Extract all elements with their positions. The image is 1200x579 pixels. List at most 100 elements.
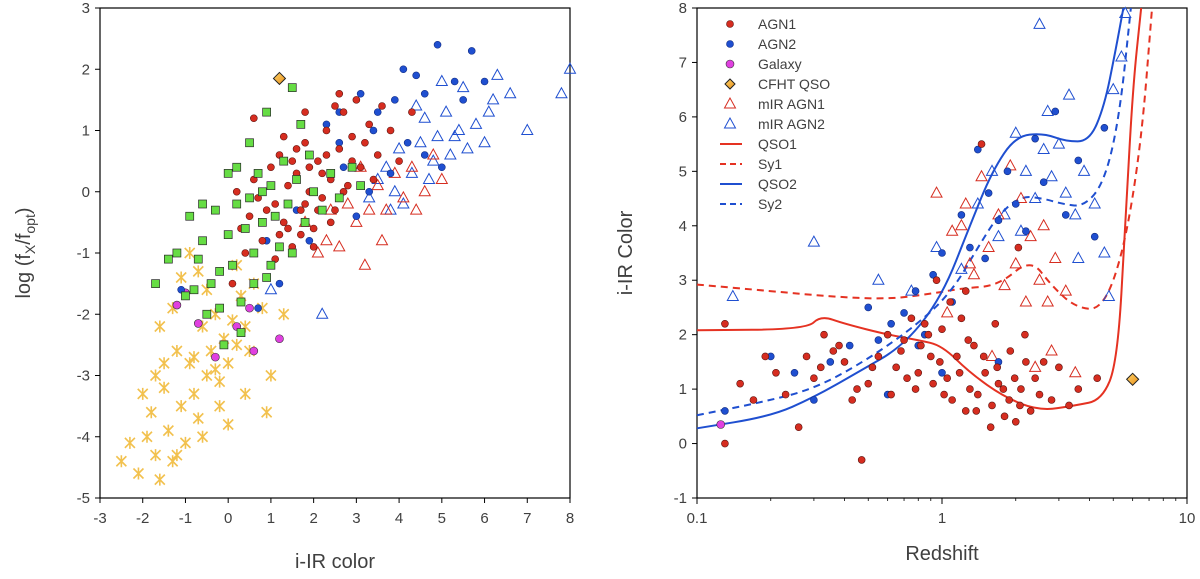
left-x-tick-label: 1 bbox=[267, 510, 275, 527]
left-point-stars bbox=[115, 455, 127, 468]
left-point-stars bbox=[171, 345, 183, 357]
left-point-stars bbox=[175, 400, 187, 413]
right-point-agn2 bbox=[1100, 123, 1109, 132]
left-point-mir-agn2 bbox=[469, 117, 483, 129]
left-point-mir-agn1 bbox=[435, 172, 449, 184]
left-point-green-squares bbox=[232, 162, 242, 172]
left-x-tick-label: -1 bbox=[179, 510, 192, 527]
right-point-agn2 bbox=[957, 211, 966, 219]
right-point-agn1 bbox=[929, 379, 937, 388]
left-chart: -5 -4 -3 -2 -1 0 1 2 3 -3 -2 -1 0 1 2 3 4 5 6 7 8 i-IR colo… bbox=[13, 0, 577, 573]
left-point-mir-agn2 bbox=[426, 154, 440, 166]
left-point-mir-agn1 bbox=[379, 203, 393, 215]
left-point-mir-agn2 bbox=[388, 184, 402, 197]
left-point-stars bbox=[214, 400, 226, 413]
left-y-tick-label: -3 bbox=[77, 368, 90, 385]
right-point-agn1 bbox=[977, 140, 986, 148]
left-point-cfht-qso bbox=[272, 71, 287, 86]
left-point-mir-agn2 bbox=[482, 105, 496, 117]
left-point-green-squares bbox=[287, 248, 297, 258]
left-point-green-squares bbox=[189, 285, 199, 295]
left-point-mir-agn1 bbox=[375, 233, 389, 246]
right-point-agn1 bbox=[946, 298, 954, 306]
left-point-green-squares bbox=[236, 297, 246, 307]
left-point-agn1 bbox=[309, 243, 318, 251]
left-point-stars bbox=[154, 473, 166, 486]
right-point-agn1 bbox=[926, 352, 935, 361]
right-point-agn1 bbox=[993, 363, 1002, 372]
right-point-agn2 bbox=[966, 243, 974, 252]
right-point-agn1 bbox=[1011, 417, 1020, 426]
right-point-mir-agn2 bbox=[726, 289, 740, 302]
right-point-agn1 bbox=[932, 276, 941, 285]
right-point-mir-agn2 bbox=[1052, 137, 1066, 149]
right-point-agn1 bbox=[988, 401, 996, 410]
left-point-green-squares bbox=[228, 260, 237, 270]
curve-qso2 bbox=[696, 7, 1125, 430]
left-point-agn1 bbox=[369, 175, 378, 184]
right-point-agn1 bbox=[938, 325, 946, 334]
legend-label: mIR AGN1 bbox=[758, 96, 825, 112]
left-point-stars bbox=[137, 387, 149, 400]
right-point-agn1 bbox=[892, 363, 900, 372]
left-point-stars bbox=[132, 467, 145, 480]
left-point-green-squares bbox=[300, 218, 310, 227]
left-point-galaxy bbox=[275, 334, 284, 344]
left-point-stars bbox=[231, 338, 243, 351]
right-point-agn1 bbox=[816, 363, 825, 372]
left-point-agn1 bbox=[262, 206, 271, 214]
right-point-mir-agn2 bbox=[872, 273, 885, 285]
left-point-stars bbox=[214, 375, 226, 388]
left-point-mir-agn2 bbox=[439, 105, 453, 117]
left-point-mir-agn2 bbox=[315, 307, 329, 319]
left-point-green-squares bbox=[245, 193, 254, 203]
left-y-ticks: -5 -4 -3 -2 -1 0 1 2 3 bbox=[77, 0, 100, 507]
right-point-agn2 bbox=[938, 368, 946, 377]
right-point-agn2 bbox=[1061, 211, 1070, 219]
right-point-agn1 bbox=[802, 352, 811, 361]
right-x-tick-label: 0.1 bbox=[687, 510, 708, 527]
right-point-agn1 bbox=[957, 314, 966, 323]
right-point-agn1 bbox=[1065, 401, 1073, 410]
left-point-green-squares bbox=[206, 279, 216, 288]
left-point-green-squares bbox=[232, 199, 242, 209]
left-point-stars bbox=[222, 357, 234, 370]
left-point-mir-agn2 bbox=[418, 111, 432, 123]
left-point-green-squares bbox=[249, 248, 259, 258]
right-y-axis-label: i-IR Color bbox=[615, 210, 637, 295]
right-point-agn2 bbox=[994, 216, 1003, 225]
right-point-mir-agn2 bbox=[1115, 49, 1128, 62]
left-point-agn2 bbox=[386, 169, 395, 178]
left-point-agn1 bbox=[348, 132, 356, 141]
left-point-agn1 bbox=[318, 194, 326, 202]
left-y-tick-label: -2 bbox=[77, 306, 90, 323]
right-point-mir-agn1 bbox=[1019, 294, 1033, 307]
right-point-agn2 bbox=[721, 407, 729, 415]
legend-label: AGN2 bbox=[758, 36, 796, 52]
left-point-agn2 bbox=[438, 163, 446, 172]
right-x-tick-label: 1 bbox=[938, 510, 946, 527]
left-point-stars bbox=[149, 449, 162, 462]
right-point-mir-agn1 bbox=[1033, 273, 1046, 285]
left-y-tick-label: 2 bbox=[82, 61, 90, 78]
right-point-agn1 bbox=[907, 314, 916, 323]
right-point-agn1 bbox=[1039, 358, 1048, 366]
right-point-agn1 bbox=[868, 363, 877, 372]
left-point-agn1 bbox=[297, 230, 305, 239]
right-point-mir-agn1 bbox=[985, 349, 999, 361]
right-point-agn1 bbox=[1021, 330, 1029, 339]
left-point-stars bbox=[162, 424, 174, 437]
right-point-agn1 bbox=[953, 352, 961, 361]
right-point-agn1 bbox=[994, 379, 1003, 388]
right-point-agn1 bbox=[966, 385, 974, 393]
left-y-label-base: log (f bbox=[13, 254, 35, 299]
left-x-tick-label: 5 bbox=[438, 510, 446, 527]
left-x-tick-label: 4 bbox=[395, 510, 403, 527]
curve-qso1 bbox=[696, 7, 1143, 410]
left-point-mir-agn2 bbox=[491, 68, 504, 80]
left-point-stars bbox=[188, 387, 200, 400]
right-chart: -1 0 1 2 3 4 5 6 7 8 0.1 1 10 AGN1 AGN2 Galaxy CFHT QS… bbox=[615, 0, 1195, 565]
right-point-agn1 bbox=[917, 341, 925, 350]
legend-item-sy2: Sy2 bbox=[720, 196, 782, 212]
left-point-agn2 bbox=[275, 279, 284, 288]
